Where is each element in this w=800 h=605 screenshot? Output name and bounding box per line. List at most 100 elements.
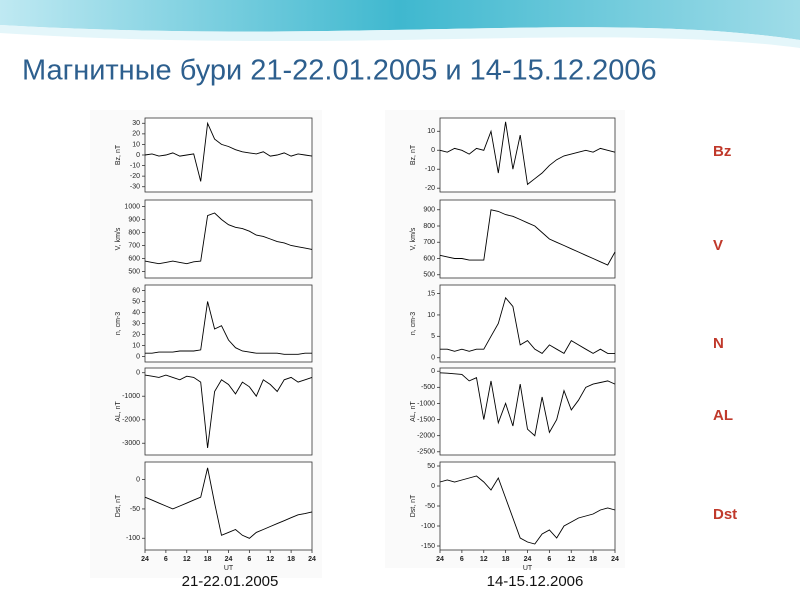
side-label: N bbox=[713, 335, 724, 352]
y-tick-label: -100 bbox=[126, 535, 140, 542]
plot-frame bbox=[439, 367, 616, 456]
y-tick-label: -10 bbox=[425, 166, 435, 173]
y-tick-label: 0 bbox=[431, 368, 435, 375]
y-tick-label: -2000 bbox=[122, 417, 140, 424]
y-axis-label: Dst, nT bbox=[410, 494, 417, 517]
y-tick-label: 5 bbox=[431, 333, 435, 340]
y-axis-label: AL, nT bbox=[115, 400, 122, 421]
y-tick-label: -1000 bbox=[417, 400, 435, 407]
y-tick-label: 0 bbox=[136, 353, 140, 360]
y-tick-label: 0 bbox=[136, 370, 140, 377]
side-label: V bbox=[713, 237, 723, 254]
y-tick-label: 600 bbox=[128, 255, 140, 262]
y-tick-label: 20 bbox=[132, 331, 140, 338]
y-tick-label: 900 bbox=[423, 207, 435, 214]
x-tick-label: 6 bbox=[247, 556, 251, 563]
side-label: AL bbox=[713, 407, 733, 424]
y-tick-label: -50 bbox=[130, 506, 140, 513]
y-tick-label: 0 bbox=[136, 152, 140, 159]
data-line bbox=[439, 372, 616, 437]
y-axis-label: V, km/s bbox=[410, 227, 417, 250]
plot-frame bbox=[439, 199, 616, 279]
y-tick-label: 800 bbox=[128, 229, 140, 236]
plot-frame bbox=[144, 199, 313, 279]
y-tick-label: 700 bbox=[423, 239, 435, 246]
y-axis-label: n, cm-3 bbox=[115, 312, 122, 335]
data-line bbox=[145, 301, 312, 355]
x-tick-label: 12 bbox=[480, 556, 488, 563]
y-tick-label: 20 bbox=[132, 131, 140, 138]
y-axis-label: Dst, nT bbox=[115, 494, 122, 517]
x-tick-label: 24 bbox=[611, 556, 619, 563]
plot-frame bbox=[439, 461, 616, 551]
x-tick-label: 6 bbox=[460, 556, 464, 563]
x-tick-label: 24 bbox=[524, 556, 532, 563]
x-tick-label: 18 bbox=[287, 556, 295, 563]
plot-frame bbox=[144, 461, 313, 551]
y-axis-label: Bz, nT bbox=[410, 144, 417, 165]
data-line bbox=[439, 209, 616, 266]
y-tick-label: 30 bbox=[132, 320, 140, 327]
y-tick-label: -1500 bbox=[417, 416, 435, 423]
x-tick-label: 6 bbox=[164, 556, 168, 563]
y-tick-label: 10 bbox=[427, 128, 435, 135]
x-tick-label: 18 bbox=[204, 556, 212, 563]
plot-frame bbox=[439, 117, 616, 193]
data-line bbox=[144, 374, 313, 448]
side-label: Dst bbox=[713, 506, 737, 523]
data-line bbox=[144, 121, 313, 182]
data-line bbox=[144, 467, 313, 539]
y-tick-label: 1000 bbox=[124, 203, 140, 210]
x-axis-label: UT bbox=[224, 565, 234, 572]
y-tick-label: 40 bbox=[132, 309, 140, 316]
y-tick-label: -10 bbox=[130, 162, 140, 169]
y-tick-label: 30 bbox=[132, 120, 140, 127]
x-tick-label: 12 bbox=[266, 556, 274, 563]
y-tick-label: -2000 bbox=[417, 433, 435, 440]
y-tick-label: 700 bbox=[128, 242, 140, 249]
x-tick-label: 12 bbox=[567, 556, 575, 563]
y-tick-label: -2500 bbox=[417, 449, 435, 456]
y-tick-label: 10 bbox=[427, 312, 435, 319]
y-tick-label: -150 bbox=[421, 543, 435, 550]
y-tick-label: -100 bbox=[421, 523, 435, 530]
y-tick-label: 500 bbox=[423, 272, 435, 279]
x-tick-label: 18 bbox=[502, 556, 510, 563]
y-axis-label: AL, nT bbox=[410, 400, 417, 421]
y-tick-label: -500 bbox=[421, 384, 435, 391]
slide-title: Магнитные бури 21-22.01.2005 и 14-15.12.… bbox=[22, 55, 657, 87]
caption: 14-15.12.2006 bbox=[487, 573, 584, 590]
plot-frame bbox=[144, 367, 313, 456]
y-tick-label: 10 bbox=[132, 141, 140, 148]
y-tick-label: -30 bbox=[130, 184, 140, 191]
caption: 21-22.01.2005 bbox=[182, 573, 279, 590]
y-tick-label: -20 bbox=[425, 185, 435, 192]
y-tick-label: 0 bbox=[431, 147, 435, 154]
y-tick-label: 50 bbox=[132, 298, 140, 305]
x-tick-label: 24 bbox=[436, 556, 444, 563]
y-tick-label: 50 bbox=[427, 463, 435, 470]
data-line bbox=[144, 212, 313, 265]
x-tick-label: 24 bbox=[308, 556, 316, 563]
x-tick-label: 18 bbox=[589, 556, 597, 563]
y-tick-label: 10 bbox=[132, 342, 140, 349]
y-tick-label: 60 bbox=[132, 287, 140, 294]
header-wave-light bbox=[0, 25, 800, 48]
data-line bbox=[439, 121, 616, 186]
data-line bbox=[440, 296, 615, 355]
x-tick-label: 24 bbox=[141, 556, 149, 563]
y-tick-label: -1000 bbox=[122, 393, 140, 400]
y-tick-label: 0 bbox=[136, 476, 140, 483]
header-wave bbox=[0, 0, 800, 40]
y-tick-label: 15 bbox=[427, 290, 435, 297]
x-tick-label: 12 bbox=[183, 556, 191, 563]
y-axis-label: Bz, nT bbox=[115, 144, 122, 165]
data-line bbox=[439, 475, 616, 545]
plot-frame bbox=[144, 117, 313, 193]
y-tick-label: 800 bbox=[423, 223, 435, 230]
x-axis-label: UT bbox=[523, 565, 533, 572]
y-tick-label: 900 bbox=[128, 216, 140, 223]
y-tick-label: 0 bbox=[431, 483, 435, 490]
y-tick-label: 500 bbox=[128, 268, 140, 275]
